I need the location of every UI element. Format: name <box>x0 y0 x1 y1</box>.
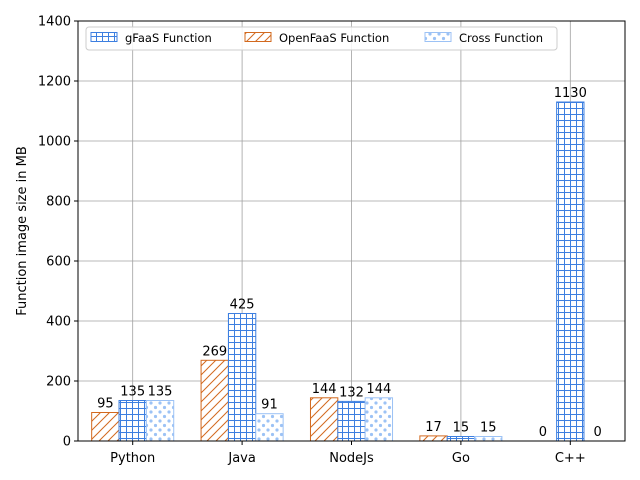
y-tick-label: 400 <box>46 315 71 330</box>
bars <box>91 101 585 442</box>
y-axis-label: Function image size in MB <box>15 146 30 316</box>
bar-value-label: 132 <box>339 385 364 400</box>
y-tick-label: 600 <box>46 255 71 270</box>
y-tick-label: 1400 <box>38 15 71 30</box>
bar <box>145 400 175 442</box>
bar <box>364 397 394 442</box>
data-labels: 95 269 144 17 0 135 425 132 15 1130 135 91 144 15 0 <box>97 86 602 440</box>
bar-value-label: 0 <box>594 425 602 440</box>
bar-value-label: 135 <box>148 385 173 400</box>
y-tick-label: 1200 <box>38 75 71 90</box>
bar <box>309 397 339 442</box>
bar <box>255 413 284 442</box>
bar <box>118 400 147 442</box>
bar-value-label: 95 <box>97 397 114 412</box>
bar <box>556 101 585 442</box>
y-tick-label: 800 <box>46 195 71 210</box>
legend-swatch <box>90 32 118 42</box>
bar <box>419 435 448 442</box>
y-tick-label: 0 <box>63 435 71 450</box>
bar <box>227 313 257 442</box>
bar-value-label: 269 <box>202 344 227 359</box>
bar-value-label: 0 <box>539 425 547 440</box>
bar <box>337 400 366 442</box>
x-axis: Python Java NodeJs Go C++ <box>110 441 586 466</box>
y-tick-label: 200 <box>46 375 71 390</box>
bar-value-label: 144 <box>366 382 391 397</box>
bar-value-label: 425 <box>230 298 255 313</box>
y-tick-label: 1000 <box>38 135 71 150</box>
bar-value-label: 144 <box>312 382 337 397</box>
x-tick-label: Python <box>110 451 155 466</box>
bar <box>200 359 229 442</box>
bar-value-label: 15 <box>453 421 470 436</box>
legend-swatch <box>424 32 452 42</box>
legend-entry: gFaaS Function <box>125 31 212 45</box>
legend-swatch <box>244 32 272 42</box>
x-tick-label: Go <box>452 451 470 466</box>
bar <box>474 436 503 442</box>
bar-value-label: 135 <box>120 385 145 400</box>
bar-value-label: 1130 <box>554 86 587 101</box>
x-tick-label: Java <box>227 451 255 466</box>
grid-lines <box>78 20 625 442</box>
bar <box>91 412 120 442</box>
bar-value-label: 91 <box>261 398 278 413</box>
bar-value-label: 17 <box>425 420 442 435</box>
x-tick-label: C++ <box>555 451 586 466</box>
x-tick-label: NodeJs <box>329 451 374 466</box>
bar <box>446 436 476 442</box>
legend-entry: Cross Function <box>459 31 543 45</box>
bar-value-label: 15 <box>480 421 497 436</box>
y-axis: 0 200 400 600 800 1000 1200 1400 <box>38 15 78 450</box>
legend: gFaaS Function OpenFaaS Function Cross Fun… <box>85 26 558 51</box>
legend-entry: OpenFaaS Function <box>279 31 389 45</box>
